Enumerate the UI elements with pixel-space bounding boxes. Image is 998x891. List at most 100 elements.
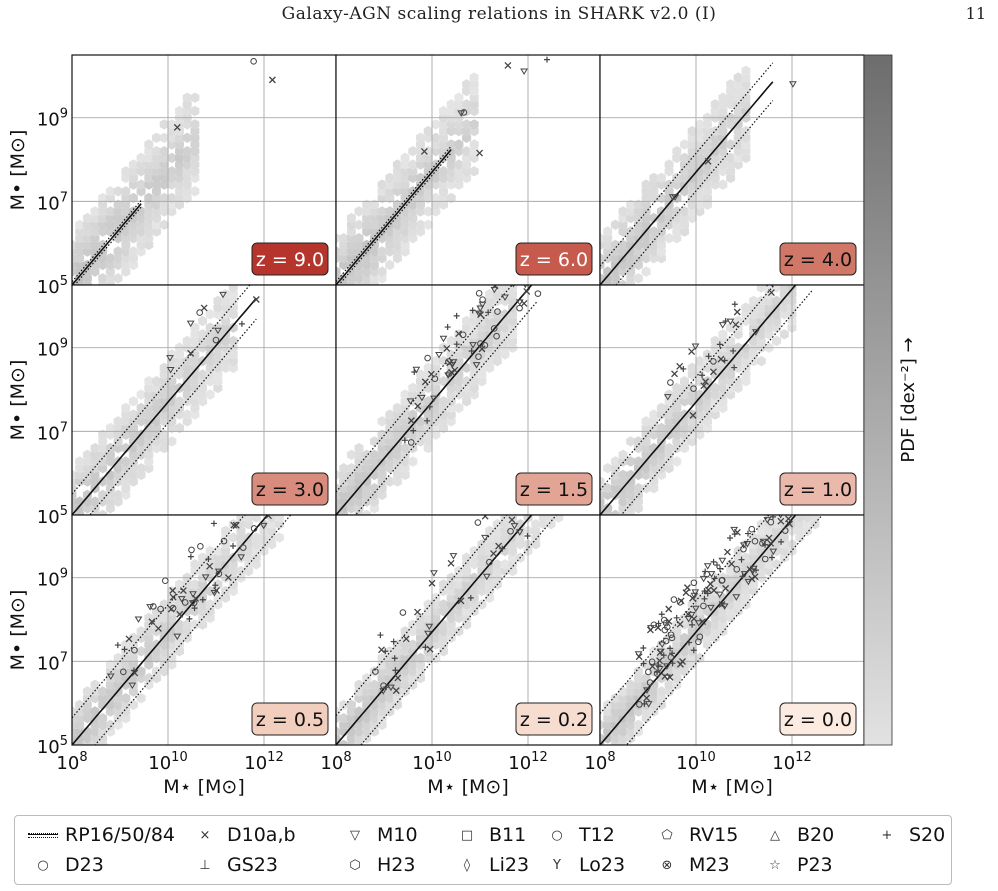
hexbin [75, 476, 85, 487]
hexbin [416, 666, 425, 677]
hexbin [741, 92, 751, 103]
obs-marker [250, 525, 258, 532]
hexbin [362, 672, 372, 684]
hexbin [105, 476, 115, 487]
hexbin [377, 719, 387, 731]
hexbin [680, 152, 689, 164]
hexbin [656, 409, 666, 420]
hexbin [423, 436, 433, 447]
hexbin [446, 105, 456, 117]
hexbin [136, 436, 146, 447]
hexbin [213, 302, 223, 313]
legend-symbol-icon: ⬡ [349, 857, 361, 873]
obs-marker [157, 605, 164, 613]
hexbin [454, 606, 464, 617]
hexbin [175, 146, 184, 157]
hexbin [198, 579, 208, 590]
hexbin [75, 706, 85, 717]
obs-marker [424, 630, 432, 638]
obs-marker [197, 543, 204, 550]
hexbin [664, 166, 674, 177]
obs-marker [390, 638, 397, 645]
obs-marker [230, 521, 238, 529]
hexbin [633, 456, 643, 467]
obs-marker [490, 286, 499, 294]
hexbin [710, 402, 720, 414]
hexbin [431, 396, 441, 407]
hexbin [136, 186, 146, 197]
hexbin [82, 463, 92, 474]
legend-label: RP16/50/84 [65, 824, 175, 846]
hexbin [369, 199, 379, 210]
hexbin [400, 449, 410, 460]
hexbin [500, 519, 510, 530]
hexbin [610, 699, 620, 711]
hexbin [167, 382, 177, 394]
obs-marker [481, 534, 489, 542]
hexbin [664, 179, 674, 190]
obs-marker [392, 667, 399, 674]
hexbin [633, 259, 643, 271]
hexbin [546, 519, 556, 530]
hexbin [718, 612, 728, 624]
hexbin [346, 503, 356, 514]
hexbin [346, 212, 356, 224]
hexbin [121, 699, 131, 711]
hexbin [167, 646, 177, 657]
hexbin [718, 146, 728, 157]
hexbin [779, 532, 789, 543]
y-axis-label: M• [M⊙] [7, 590, 29, 671]
hexbin [159, 369, 169, 380]
hexbin [385, 449, 395, 460]
obs-marker [407, 417, 415, 425]
hexbin [664, 686, 674, 697]
hexbin [205, 389, 215, 400]
y-axis-label: M• [M⊙] [7, 130, 29, 211]
obs-marker [482, 573, 491, 581]
hexbin [121, 212, 131, 224]
hexbin [703, 192, 712, 204]
hexbin [385, 186, 395, 197]
hexbin [105, 686, 115, 697]
hexbin [377, 233, 387, 244]
hexbin [477, 585, 487, 597]
hexbin [741, 65, 751, 77]
hexbin [718, 362, 728, 373]
hexbin [105, 422, 115, 434]
hexbin [159, 119, 169, 130]
hexbin [672, 436, 682, 447]
hexbin [392, 219, 402, 230]
hexbin [128, 469, 138, 481]
hexbin [136, 442, 146, 454]
obs-marker [761, 555, 769, 563]
hexbin [400, 469, 410, 481]
hexbin [167, 639, 177, 650]
hexbin [228, 355, 238, 367]
obs-marker [414, 608, 421, 616]
hexbin [400, 672, 410, 684]
redshift-box [515, 702, 593, 736]
hexbin [492, 355, 502, 367]
hexbin [400, 666, 410, 677]
hexbin [82, 476, 92, 487]
hexbin [339, 699, 349, 711]
obs-marker [399, 609, 407, 616]
hexbin [339, 233, 349, 244]
hexbin [485, 295, 495, 307]
hexbin [779, 329, 789, 340]
obs-marker [520, 68, 528, 76]
hexbin [431, 652, 441, 664]
hexbin [416, 672, 425, 684]
hexbin [339, 469, 349, 481]
hexbin [695, 139, 705, 150]
hexbin [656, 253, 666, 264]
hexbin [749, 302, 759, 313]
hexbin [546, 515, 556, 523]
hexbin [695, 125, 705, 137]
hexbin [182, 99, 192, 110]
hexbin [167, 409, 177, 420]
hexbin [354, 489, 364, 501]
hexbin [75, 463, 85, 474]
hexbin [385, 212, 395, 224]
hexbin [726, 166, 736, 177]
